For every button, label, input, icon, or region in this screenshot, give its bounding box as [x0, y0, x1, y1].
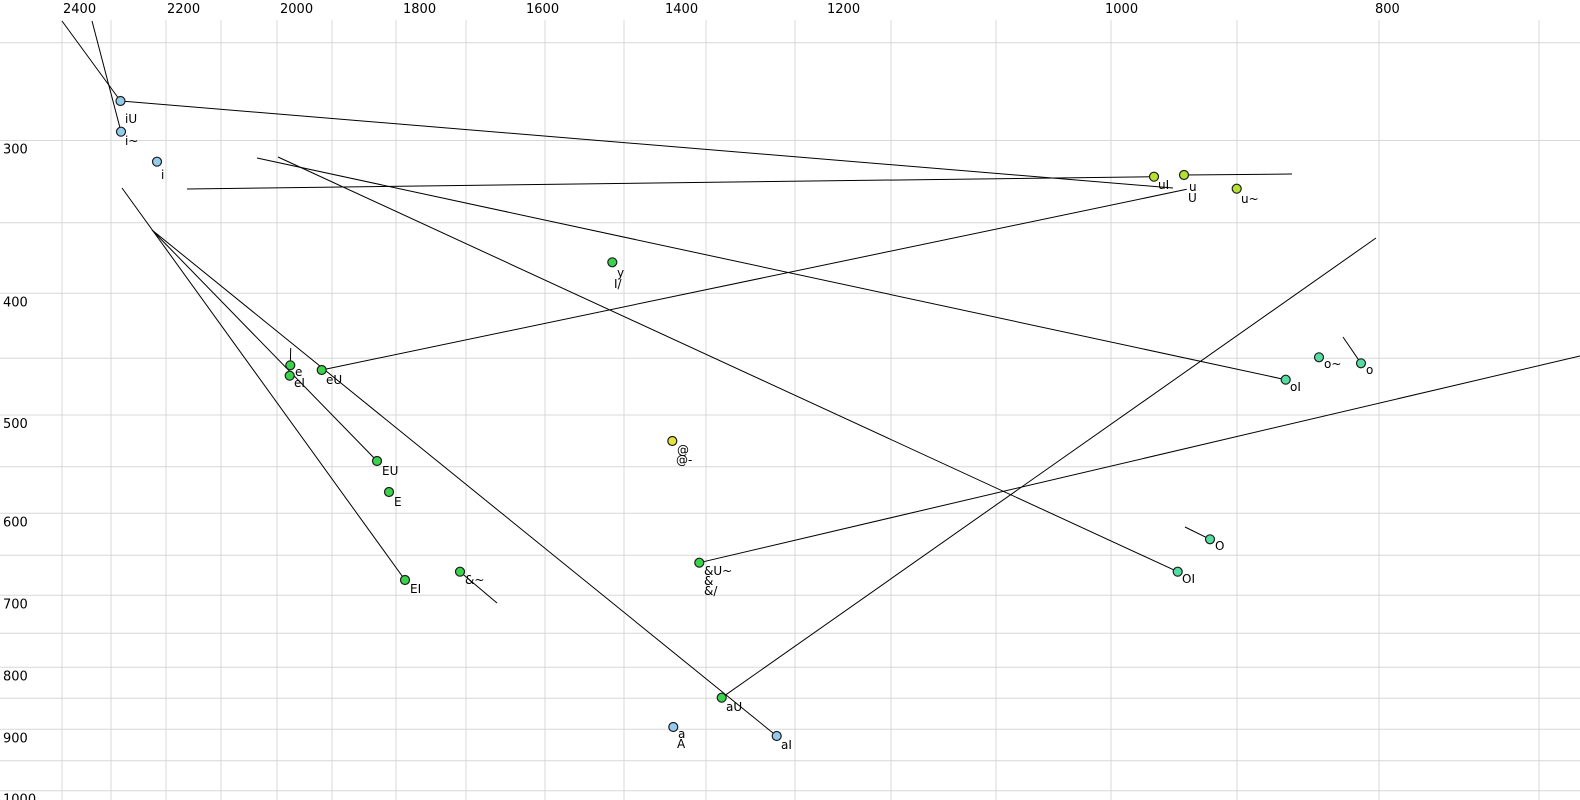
trajectory-high-front-to-aI	[151, 229, 778, 737]
vowel-label-o~: o~	[1324, 357, 1341, 371]
vowel-label-EU: EU	[382, 464, 398, 478]
vowel-label-iU: iU	[125, 112, 137, 126]
y-axis-tick-label-900: 900	[3, 731, 28, 746]
vowel-label-eI: eI	[294, 376, 305, 390]
vowel-point-aU	[716, 692, 727, 703]
y-axis-tick-label-800: 800	[3, 669, 28, 684]
trajectory-o-onglide	[1342, 336, 1362, 364]
vowel-label-OI: OI	[1182, 572, 1195, 586]
vowel-point-aI	[771, 730, 782, 742]
vowel-point-eU	[316, 364, 327, 376]
trajectory-front-to-OI	[277, 156, 1178, 573]
trajectory-ae-nasal-offglide	[459, 571, 498, 604]
vowel-point-EI	[399, 574, 411, 586]
vowel-label-o: o	[1366, 363, 1373, 377]
vowel-label-a-1: A	[677, 737, 686, 751]
trajectory-upper-right-to-aU	[721, 237, 1377, 699]
trajectory-iU-to-U-area	[120, 100, 1174, 189]
trajectory-ampersand-to-right-edge	[699, 355, 1580, 564]
vowel-label-uI: uI	[1158, 178, 1169, 192]
vowel-point-y	[607, 257, 618, 268]
vowel-label-e: e	[295, 365, 302, 379]
x-axis-tick-label-800: 800	[1375, 2, 1400, 17]
vowel-label-&-2: &/	[704, 584, 718, 598]
vowel-label-u~: u~	[1241, 192, 1259, 206]
vowel-point-a	[668, 721, 679, 733]
vowel-label-i: i	[161, 168, 164, 182]
y-axis-tick-label-400: 400	[3, 295, 28, 310]
trajectory-u-offglide-right	[1183, 173, 1293, 176]
vowel-label-u: u	[1189, 180, 1197, 194]
vowel-point-@	[667, 435, 678, 447]
vowel-point-oI	[1280, 374, 1291, 385]
y-axis-tick-label-300: 300	[3, 143, 28, 158]
vowel-point-&~	[454, 566, 466, 577]
x-axis-tick-label-1000: 1000	[1105, 2, 1138, 17]
vowel-label-i~: i~	[125, 134, 138, 148]
vowel-label-&-1: &	[704, 574, 713, 588]
x-axis-tick-label-2400: 2400	[63, 2, 96, 17]
vowel-label-O: O	[1215, 539, 1224, 553]
vowel-point-O	[1204, 534, 1216, 545]
vowel-point-OI	[1172, 566, 1183, 577]
vowel-point-i	[151, 156, 163, 167]
vowel-label-@: @	[677, 443, 689, 457]
vowel-point-iU	[115, 95, 126, 107]
trajectory-to-iU-from-top	[61, 20, 121, 102]
vowel-point-EU	[371, 455, 383, 467]
vowel-point-u~	[1231, 183, 1242, 194]
x-axis-tick-label-1400: 1400	[665, 2, 698, 17]
trajectory-high-front-to-EU	[151, 229, 378, 462]
vowel-label-eU: eU	[326, 373, 342, 387]
y-axis-tick-label-1000: 1000	[3, 793, 36, 800]
trajectory-high-front-to-EI	[121, 187, 406, 581]
x-axis-tick-label-2200: 2200	[167, 2, 200, 17]
trajectory-to-i-nasal-from-top	[91, 20, 122, 132]
x-axis-tick-label-1800: 1800	[403, 2, 436, 17]
vowel-point-o~	[1313, 352, 1325, 363]
vowel-label-y: y	[617, 266, 624, 280]
trajectory-eU-to-U	[321, 188, 1187, 371]
vowel-label-EI: EI	[410, 582, 421, 596]
vowel-label-E: E	[394, 495, 402, 509]
vowel-label-aU: aU	[726, 700, 742, 714]
vowel-label-u-1: U	[1188, 191, 1197, 205]
y-axis-tick-label-700: 700	[3, 597, 28, 612]
y-axis-tick-label-600: 600	[3, 515, 28, 530]
vowel-label-oI: oI	[1290, 380, 1301, 394]
vowel-label-y-1: I/	[614, 277, 623, 291]
vowel-label-@-1: @-	[676, 453, 692, 467]
vowel-point-E	[383, 486, 395, 498]
vowel-point-i~	[115, 126, 127, 137]
x-axis-tick-label-1600: 1600	[526, 2, 559, 17]
vowel-label-a: a	[678, 727, 685, 741]
y-axis-tick-label-500: 500	[3, 417, 28, 432]
vowel-point-u	[1178, 169, 1190, 181]
trajectory-front-to-oI	[256, 157, 1286, 381]
vowel-label-&~: &~	[465, 573, 484, 587]
vowel-point-o	[1355, 358, 1367, 369]
vowel-point-uI	[1148, 171, 1160, 182]
vowel-point-&	[694, 557, 705, 568]
x-axis-tick-label-1200: 1200	[827, 2, 860, 17]
vowel-point-e	[285, 360, 296, 371]
vowel-label-&: &U~	[704, 564, 732, 578]
x-axis-tick-label-2000: 2000	[280, 2, 313, 17]
trajectory-front-to-uI	[186, 176, 1155, 190]
vowel-label-aI: aI	[781, 738, 792, 752]
vowel-point-eI	[284, 370, 295, 381]
